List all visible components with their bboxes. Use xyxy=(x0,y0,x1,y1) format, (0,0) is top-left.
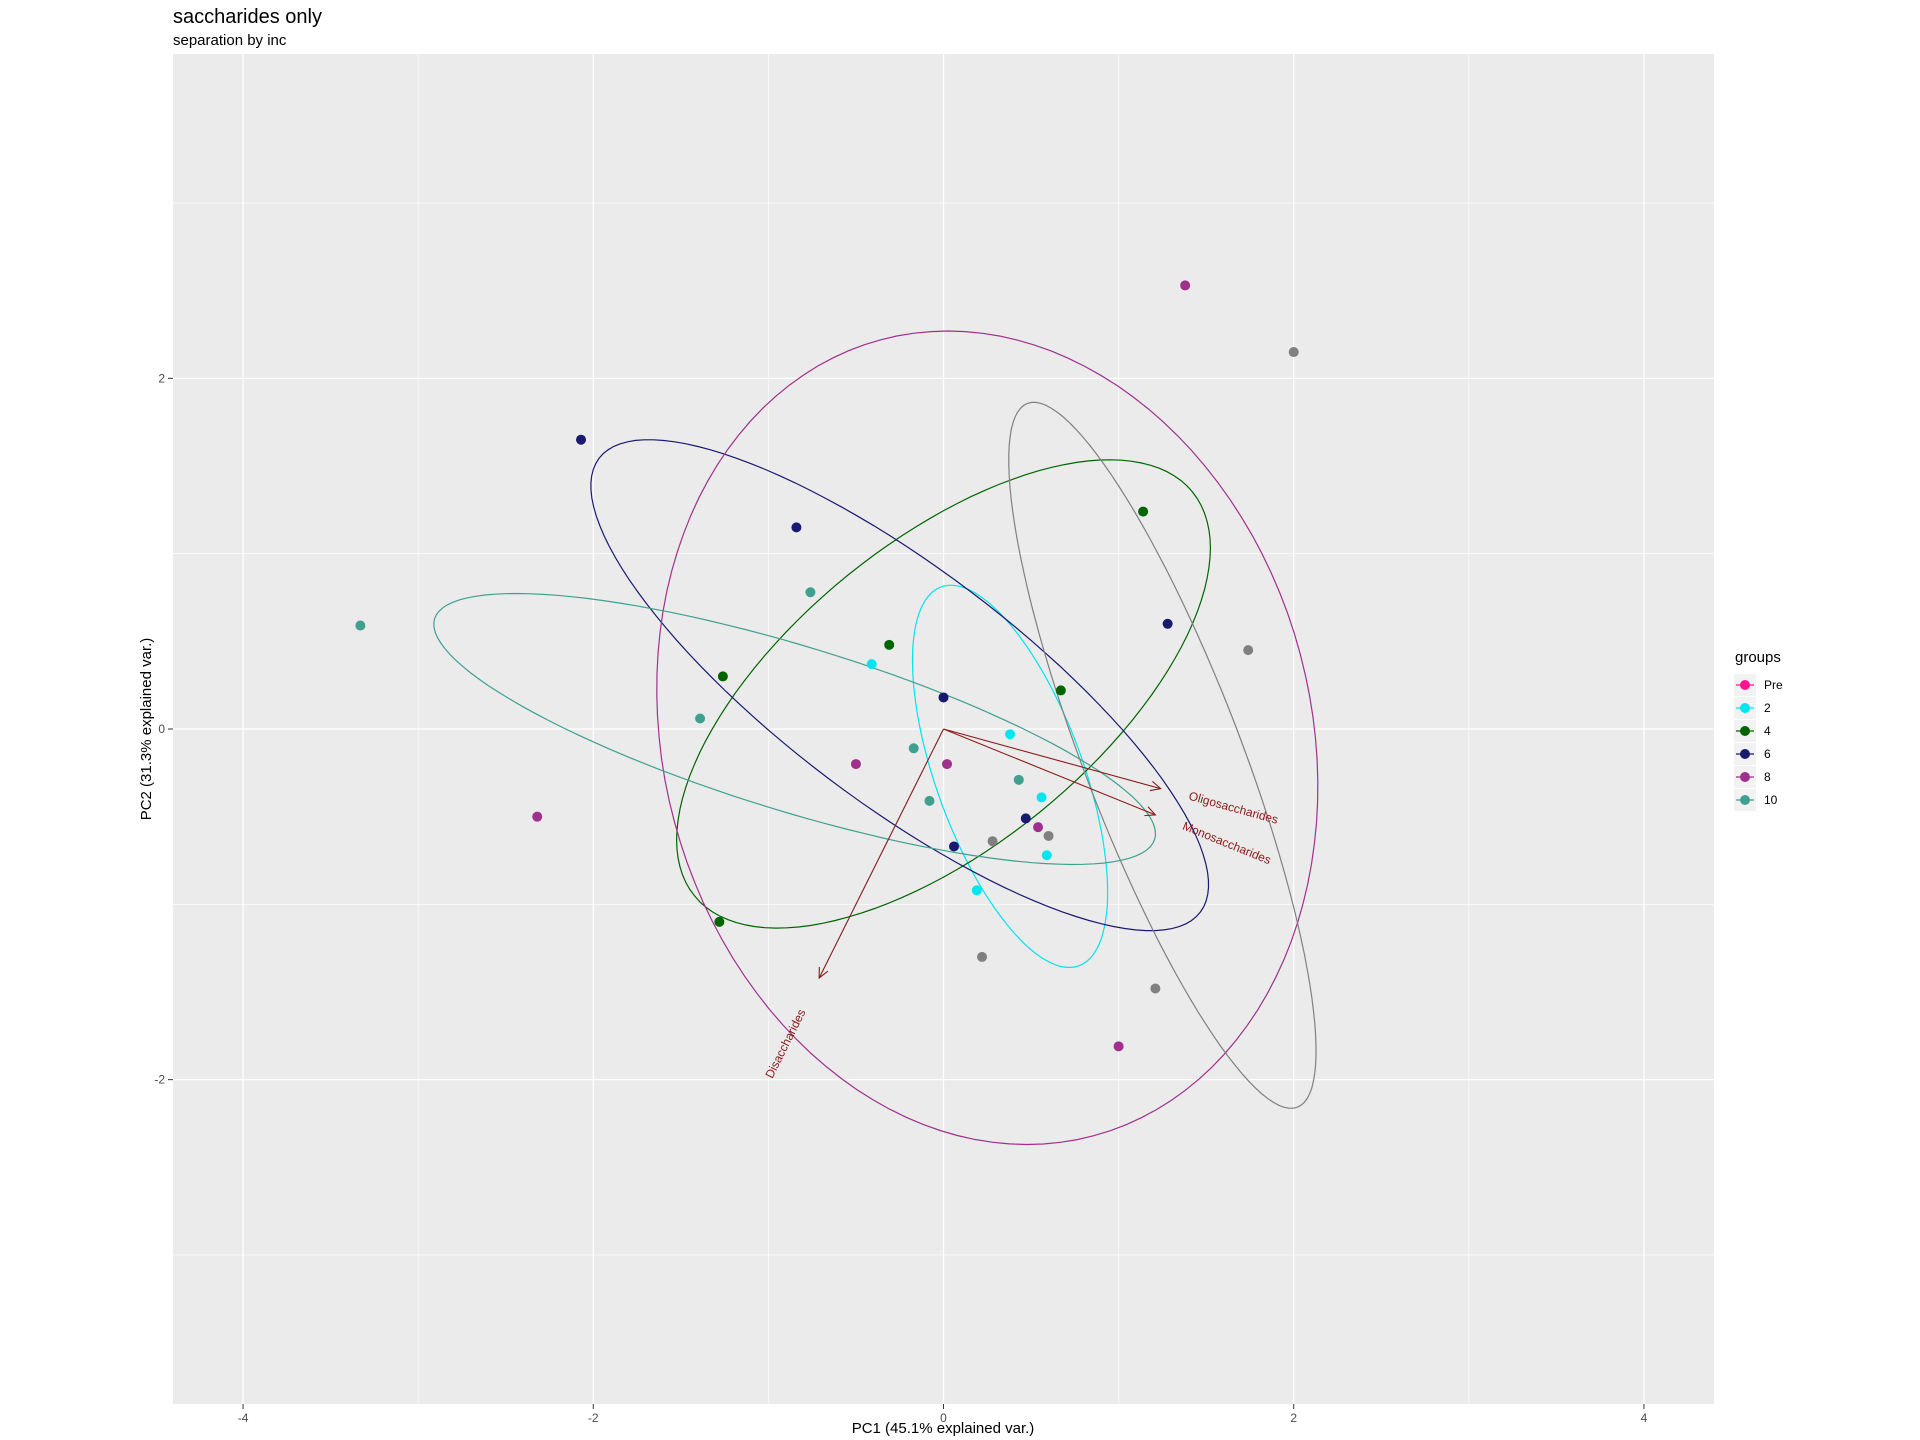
y-tick-label: -2 xyxy=(154,1073,165,1087)
ellipse-group-10 xyxy=(433,592,1157,866)
data-point-group-2 xyxy=(866,659,877,670)
legend-dot-icon xyxy=(1740,795,1750,805)
loading-arrow-monosaccharides xyxy=(943,728,1156,816)
data-point-group-4 xyxy=(884,639,895,650)
legend-dot-icon xyxy=(1740,772,1750,782)
ellipse-group-4 xyxy=(675,459,1212,929)
data-point-group-unlabeled xyxy=(1043,830,1054,841)
legend-label: 4 xyxy=(1764,724,1771,738)
legend-item-2: 2 xyxy=(1734,697,1771,719)
x-tick-label: 2 xyxy=(1290,1411,1297,1425)
legend-label: Pre xyxy=(1764,678,1783,692)
legend-item-8: 8 xyxy=(1734,766,1771,788)
data-point-group-10 xyxy=(908,743,919,754)
arrowhead-icon xyxy=(1149,780,1162,792)
data-point-group-8 xyxy=(1033,822,1044,833)
x-tick-label: -2 xyxy=(588,1411,599,1425)
legend-item-10: 10 xyxy=(1734,789,1778,811)
data-point-group-10 xyxy=(695,713,706,724)
data-point-group-unlabeled xyxy=(1288,347,1299,358)
legend-dot-icon xyxy=(1740,749,1750,759)
data-point-group-4 xyxy=(1055,685,1066,696)
legend-dot-icon xyxy=(1740,680,1750,690)
data-point-group-4 xyxy=(714,916,725,927)
data-point-group-6 xyxy=(791,522,802,533)
data-point-group-8 xyxy=(1180,280,1191,291)
legend-label: 8 xyxy=(1764,770,1771,784)
ellipse-group-2 xyxy=(911,584,1109,969)
legend-items: Pre 2 4 6 8 10 xyxy=(1734,674,1783,811)
data-points xyxy=(355,280,1299,1052)
x-tick-label: -4 xyxy=(238,1411,249,1425)
legend-item-4: 4 xyxy=(1734,720,1771,742)
confidence-ellipses xyxy=(433,330,1319,1146)
legend: groups Pre 2 4 6 8 10 xyxy=(1734,649,1783,811)
data-point-group-2 xyxy=(971,885,982,896)
data-point-group-10 xyxy=(355,620,366,631)
x-tick-label: 4 xyxy=(1641,1411,1648,1425)
arrowhead-icon xyxy=(1144,806,1157,817)
data-point-group-10 xyxy=(1013,774,1024,785)
data-point-group-6 xyxy=(938,692,949,703)
legend-item-6: 6 xyxy=(1734,743,1771,765)
arrowhead-icon xyxy=(818,966,829,980)
x-axis-label: PC1 (45.1% explained var.) xyxy=(852,1420,1035,1437)
ellipse-group-unlabeled xyxy=(1008,401,1317,1109)
chart-subtitle: separation by inc xyxy=(173,32,287,49)
y-axis-label: PC2 (31.3% explained var.) xyxy=(138,638,155,821)
legend-dot-icon xyxy=(1740,703,1750,713)
legend-label: 10 xyxy=(1764,793,1778,807)
data-point-group-2 xyxy=(1005,729,1016,740)
axis-ticks: -4 -2 0 2 4 -2 0 2 xyxy=(154,371,1647,1425)
data-point-group-4 xyxy=(1138,506,1149,517)
data-point-group-6 xyxy=(949,841,960,852)
legend-item-Pre: Pre xyxy=(1734,674,1783,696)
data-point-group-8 xyxy=(942,759,953,770)
loading-arrow-disaccharides xyxy=(818,728,944,979)
data-point-group-6 xyxy=(1162,618,1173,629)
legend-title: groups xyxy=(1735,649,1781,666)
data-point-group-8 xyxy=(532,811,543,822)
data-point-group-2 xyxy=(1041,850,1052,861)
data-point-group-4 xyxy=(717,671,728,682)
data-point-group-10 xyxy=(924,795,935,806)
data-point-group-8 xyxy=(850,759,861,770)
x-tick-label: 0 xyxy=(940,1411,947,1425)
legend-label: 6 xyxy=(1764,747,1771,761)
data-point-group-6 xyxy=(1020,813,1031,824)
loading-arrow-oligosaccharides xyxy=(943,728,1161,790)
data-point-group-8 xyxy=(1113,1041,1124,1052)
legend-dot-icon xyxy=(1740,726,1750,736)
ellipse-group-8 xyxy=(656,330,1319,1146)
data-point-group-6 xyxy=(576,434,587,445)
data-point-group-unlabeled xyxy=(1243,645,1254,656)
y-tick-label: 0 xyxy=(158,722,165,736)
data-point-group-2 xyxy=(1036,792,1047,803)
y-tick-label: 2 xyxy=(158,371,165,385)
legend-label: 2 xyxy=(1764,701,1771,715)
data-point-group-unlabeled xyxy=(977,951,988,962)
data-point-group-unlabeled xyxy=(1150,983,1161,994)
data-point-group-unlabeled xyxy=(987,836,998,847)
data-point-group-10 xyxy=(805,587,816,598)
chart-title: saccharides only xyxy=(173,6,322,28)
ellipse-group-6 xyxy=(590,439,1210,932)
